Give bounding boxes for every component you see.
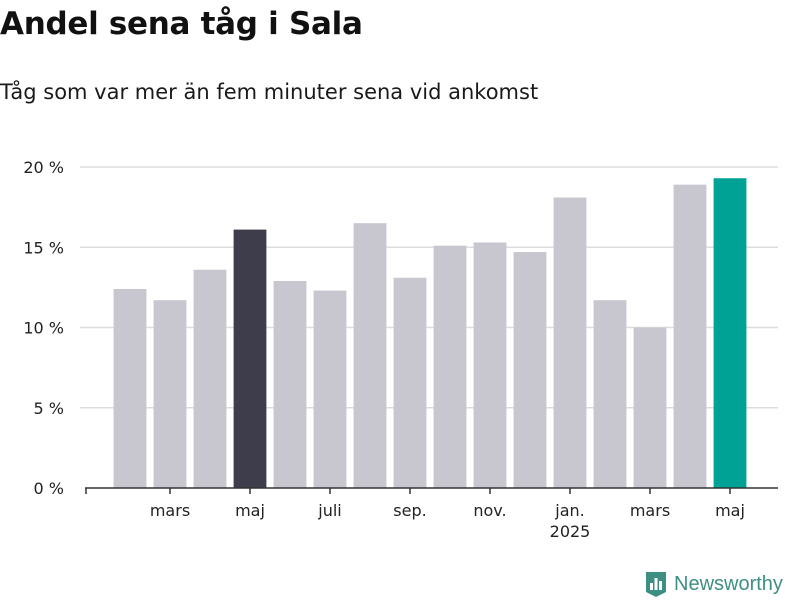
newsworthy-logo-icon	[646, 572, 666, 597]
x-tick-label: juli	[317, 501, 341, 520]
x-tick-label: mars	[150, 501, 190, 520]
bar	[633, 327, 667, 488]
bar	[473, 242, 507, 488]
brand-logo: Newsworthy	[644, 570, 783, 598]
y-tick-label: 20 %	[23, 158, 64, 177]
y-tick-label: 15 %	[23, 238, 64, 257]
y-tick-label: 5 %	[34, 399, 64, 418]
bar	[353, 223, 387, 489]
brand-name: Newsworthy	[674, 572, 783, 595]
bar	[273, 280, 307, 488]
bar	[393, 277, 427, 488]
bar	[713, 178, 747, 489]
bar	[113, 288, 147, 488]
bar	[673, 184, 707, 488]
bar	[233, 229, 267, 488]
x-tick-label: sep.	[393, 501, 426, 520]
bar-chart: 0 % 5 % 10 % 15 % 20 % mars maj juli sep. nov. jan…	[23, 158, 778, 541]
bar	[153, 300, 187, 488]
x-tick-label: nov.	[473, 501, 506, 520]
chart-title: Andel sena tåg i Sala	[0, 6, 363, 42]
y-tick-label: 10 %	[23, 319, 64, 338]
x-tick-label: maj	[235, 501, 265, 520]
y-tick-label: 0 %	[34, 479, 64, 498]
bar	[513, 252, 547, 488]
x-tick-label: maj	[715, 501, 745, 520]
x-tick-label: mars	[630, 501, 670, 520]
bar	[433, 245, 467, 488]
bar	[193, 269, 227, 488]
x-tick-sublabel: 2025	[550, 522, 591, 541]
bar	[313, 290, 347, 488]
x-tick-label: jan.	[554, 501, 584, 520]
bar	[553, 197, 587, 488]
bar	[593, 300, 627, 488]
chart-subtitle: Tåg som var mer än fem minuter sena vid …	[0, 80, 539, 104]
